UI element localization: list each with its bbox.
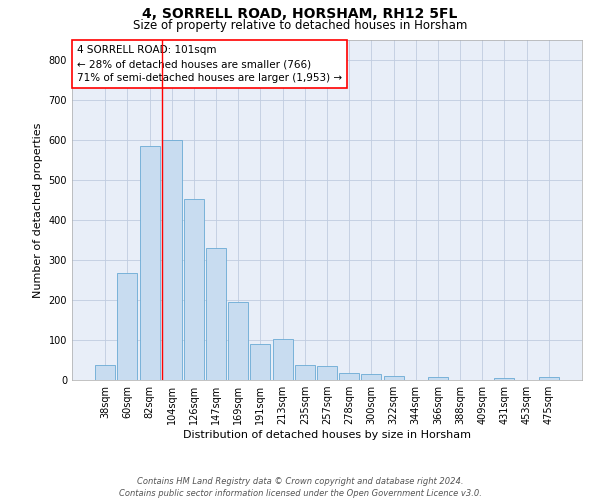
Bar [228, 302, 248, 380]
Text: 4 SORRELL ROAD: 101sqm
← 28% of detached houses are smaller (766)
71% of semi-de: 4 SORRELL ROAD: 101sqm ← 28% of detached… [77, 45, 342, 83]
Bar [118, 273, 137, 380]
Bar [428, 377, 448, 380]
Bar [295, 365, 315, 380]
Bar [95, 365, 115, 380]
Bar [206, 248, 226, 380]
Bar [250, 344, 271, 380]
Bar [339, 373, 359, 380]
Bar [361, 374, 382, 380]
Bar [539, 377, 559, 380]
X-axis label: Distribution of detached houses by size in Horsham: Distribution of detached houses by size … [183, 430, 471, 440]
Bar [140, 146, 160, 380]
Bar [494, 378, 514, 380]
Bar [162, 140, 182, 380]
Bar [383, 376, 404, 380]
Bar [184, 199, 204, 380]
Text: Size of property relative to detached houses in Horsham: Size of property relative to detached ho… [133, 19, 467, 32]
Y-axis label: Number of detached properties: Number of detached properties [33, 122, 43, 298]
Text: Contains HM Land Registry data © Crown copyright and database right 2024.
Contai: Contains HM Land Registry data © Crown c… [119, 476, 481, 498]
Bar [272, 339, 293, 380]
Text: 4, SORRELL ROAD, HORSHAM, RH12 5FL: 4, SORRELL ROAD, HORSHAM, RH12 5FL [142, 8, 458, 22]
Bar [317, 366, 337, 380]
